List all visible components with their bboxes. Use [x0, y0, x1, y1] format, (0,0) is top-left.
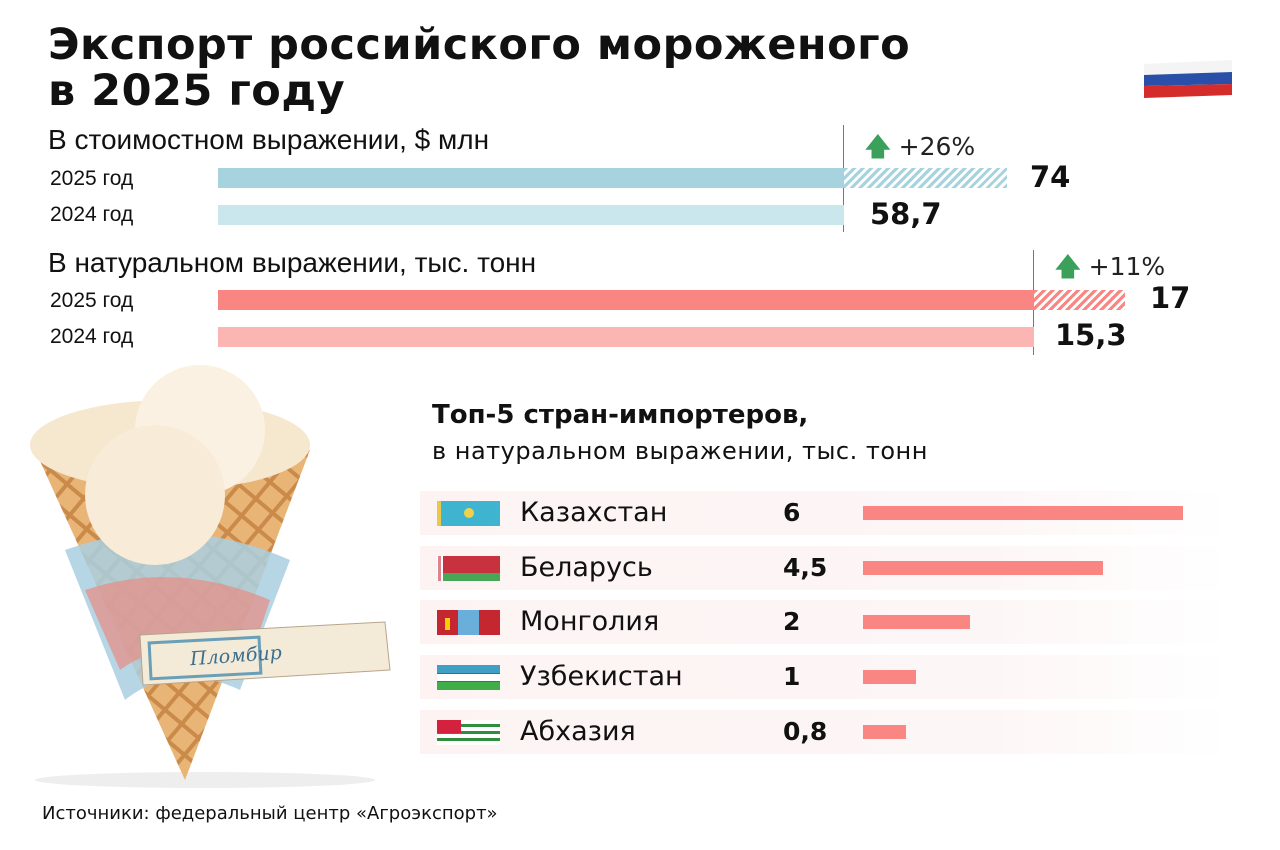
country-bar [863, 506, 1183, 520]
data-label: 58,7 [870, 197, 942, 231]
value-change: 🡅 +26% [865, 128, 975, 171]
country-bar [863, 561, 1103, 575]
page-title: Экспорт российского мороженого в 2025 го… [48, 22, 910, 114]
country-bar [863, 670, 917, 684]
ice-cream-cone-illustration [30, 365, 391, 788]
bar-value-growth [843, 168, 1007, 188]
country-bar [863, 615, 970, 629]
data-label: 6 [783, 498, 801, 527]
table-row [420, 600, 1230, 644]
country-name: Беларусь [520, 552, 653, 583]
russia-flag [1144, 60, 1232, 98]
data-label: 74 [1030, 160, 1071, 194]
category-label: 2024 год [50, 203, 134, 226]
arrow-up-icon: 🡅 [1055, 252, 1081, 281]
uzbekistan-flag [437, 665, 500, 690]
top5-subtitle: в натуральном выражении, тыс. тонн [432, 437, 928, 465]
title-line-2: в 2025 году [48, 66, 346, 116]
bar-value-2025 [218, 168, 844, 188]
kazakhstan-flag [437, 501, 500, 526]
bar-volume-2024 [218, 327, 1035, 347]
category-label: 2025 год [50, 167, 134, 190]
bar-value-2024 [218, 205, 844, 225]
value-section-title: В стоимостном выражении, $ млн [48, 124, 490, 155]
change-label: +11% [1088, 252, 1166, 281]
category-label: 2024 год [50, 325, 134, 348]
arrow-up-icon: 🡅 [865, 132, 891, 161]
mongolia-flag [437, 610, 500, 635]
source-note: Источники: федеральный центр «Агроэкспор… [42, 803, 498, 824]
category-label: 2025 год [50, 289, 134, 312]
bar-volume-growth [1034, 290, 1125, 310]
belarus-flag [437, 556, 500, 581]
data-label: 4,5 [783, 553, 828, 582]
title-line-1: Экспорт российского мороженого [48, 20, 911, 70]
data-label: 17 [1150, 281, 1191, 315]
volume-change: 🡅 +11% [1055, 248, 1165, 291]
data-label: 1 [783, 662, 801, 691]
country-name: Казахстан [520, 497, 668, 528]
country-name: Узбекистан [520, 661, 683, 692]
country-bar [863, 725, 906, 739]
table-row [420, 655, 1230, 699]
top5-title: Топ-5 стран-импортеров, [432, 400, 809, 430]
country-name: Монголия [520, 606, 660, 637]
abkhazia-flag [437, 720, 500, 745]
data-label: 2 [783, 607, 801, 636]
change-label: +26% [898, 132, 976, 161]
data-label: 15,3 [1055, 318, 1127, 352]
table-row [420, 710, 1230, 754]
volume-section-title: В натуральном выражении, тыс. тонн [48, 247, 537, 278]
data-label: 0,8 [783, 717, 828, 746]
bar-volume-2025 [218, 290, 1035, 310]
country-name: Абхазия [520, 716, 636, 747]
